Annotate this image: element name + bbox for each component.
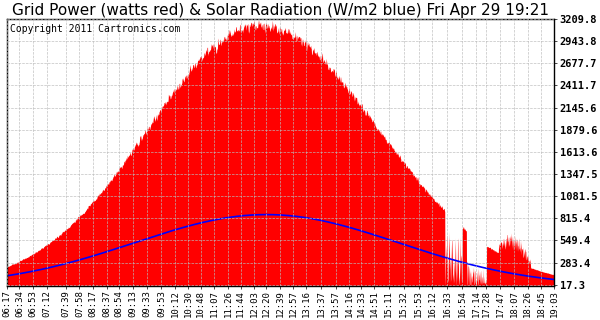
Title: Grid Power (watts red) & Solar Radiation (W/m2 blue) Fri Apr 29 19:21: Grid Power (watts red) & Solar Radiation… — [12, 3, 549, 18]
Text: Copyright 2011 Cartronics.com: Copyright 2011 Cartronics.com — [10, 24, 181, 34]
